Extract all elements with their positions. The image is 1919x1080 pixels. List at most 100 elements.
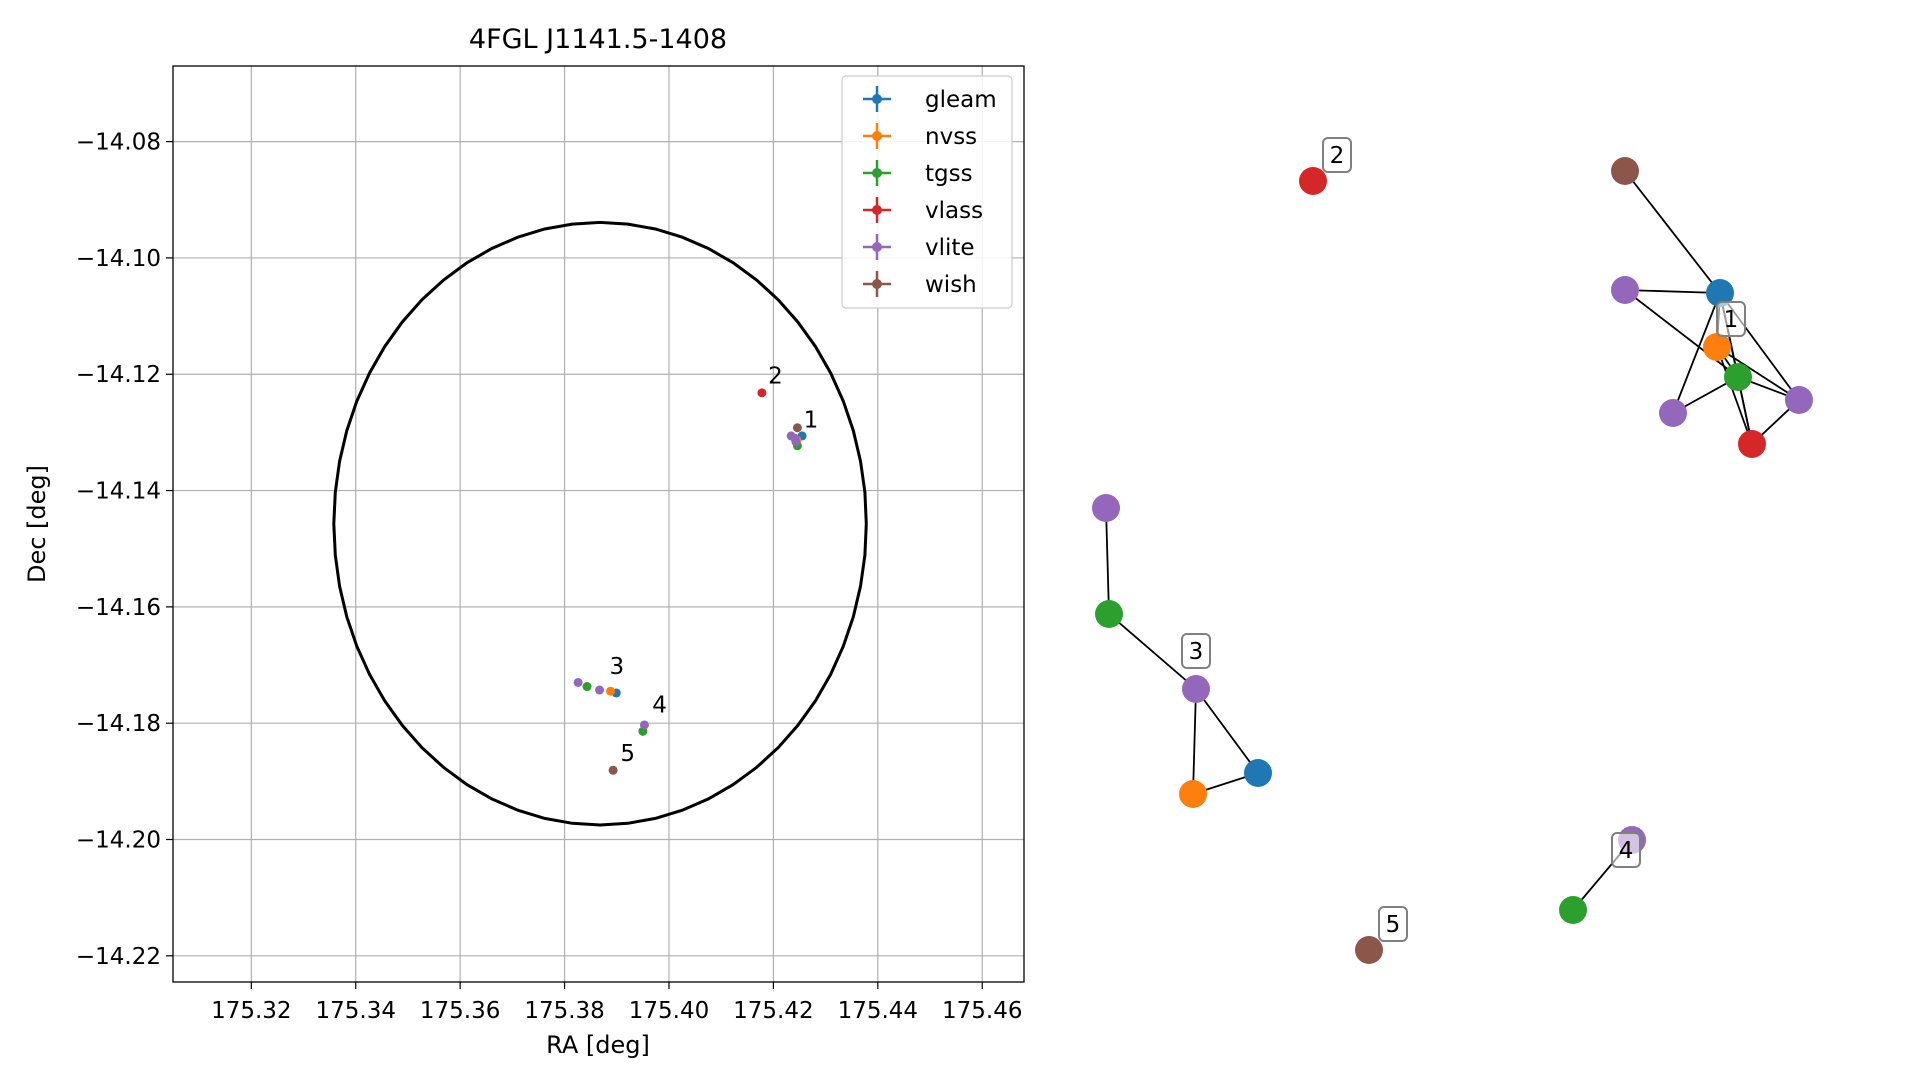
graph-edge: [1624, 289, 1739, 378]
graph-edge: [1672, 292, 1721, 414]
graph-node-vlass: [1299, 167, 1327, 195]
data-point-vlite: [639, 720, 649, 730]
data-point-wish: [608, 765, 618, 775]
point-annotation: 2: [768, 364, 783, 390]
legend-marker-wish: [872, 279, 882, 289]
graph-edge: [1716, 346, 1800, 401]
y-tick-label: −14.22: [76, 944, 161, 970]
legend-marker-nvss: [872, 131, 882, 141]
cluster-label: 4: [1611, 832, 1641, 868]
legend-box: [841, 75, 1013, 309]
graph-edge: [1108, 613, 1197, 690]
legend-marker-vlite: [872, 242, 882, 252]
graph-node-vlite: [1785, 386, 1813, 414]
cluster-label-text: 5: [1386, 912, 1401, 938]
legend-label: wish: [925, 272, 977, 298]
annotations: 12 3 45: [609, 364, 818, 767]
y-axis-ticks: −14.08 −14.10 −14.12 −14.14 −14.16 −14.18 −14.…: [76, 130, 173, 970]
y-tick-label: −14.12: [76, 362, 161, 388]
graph-edge: [1195, 688, 1259, 774]
localization-ellipse: [332, 220, 868, 827]
graph-node-wish: [1355, 936, 1383, 964]
cluster-label-text: 1: [1724, 307, 1739, 333]
graph-node-nvss: [1179, 780, 1207, 808]
y-axis-label: Dec [deg]: [23, 465, 51, 583]
cluster-label: 3: [1181, 633, 1211, 669]
graph-node-vlass: [1738, 430, 1766, 458]
x-tick-label: 175.44: [838, 998, 918, 1024]
cluster-label-text: 4: [1619, 838, 1634, 864]
cluster-label-box: [1611, 832, 1641, 868]
x-tick-label: 175.46: [942, 998, 1022, 1024]
cluster-label: 1: [1716, 301, 1746, 337]
cluster-label: 2: [1322, 137, 1352, 173]
legend-label: tgss: [925, 161, 973, 187]
cluster-label-box: [1322, 137, 1352, 173]
cluster-label-text: 3: [1189, 639, 1204, 665]
point-annotation: 4: [652, 693, 667, 719]
legend-marker-tgss: [872, 168, 882, 178]
chart-title: 4FGL J1141.5-1408: [469, 24, 727, 55]
data-point-vlite: [791, 437, 801, 447]
graph-node-gleam: [1244, 759, 1272, 787]
graph-node-vlite: [1659, 399, 1687, 427]
point-annotation: 3: [609, 654, 624, 680]
y-tick-label: −14.10: [76, 246, 161, 272]
legend: gleam nvss tgss vlass vlite wish: [841, 75, 1013, 309]
y-tick-label: −14.16: [76, 595, 161, 621]
data-point-vlite: [595, 685, 605, 695]
y-tick-label: −14.08: [76, 130, 161, 156]
data-point-wish: [792, 423, 802, 433]
point-annotation: 5: [620, 741, 635, 767]
cluster-label-box: [1378, 906, 1408, 942]
legend-label: nvss: [925, 124, 977, 150]
edges: [1105, 170, 1800, 911]
grid: [173, 66, 1024, 982]
graph-edge: [1716, 346, 1753, 445]
graph-node-tgss: [1724, 363, 1752, 391]
cluster-label-box: [1181, 633, 1211, 669]
legend-label: vlite: [925, 235, 975, 261]
y-tick-label: −14.18: [76, 711, 161, 737]
nodes: [1092, 157, 1813, 964]
graph-node-tgss: [1559, 896, 1587, 924]
data-point-nvss: [606, 686, 616, 696]
data-point-tgss: [582, 682, 592, 692]
data-point-vlite: [573, 677, 583, 687]
graph-edge: [1105, 507, 1110, 615]
network-graph: 1 2 3 4 5: [1092, 137, 1813, 964]
graph-edge: [1192, 688, 1197, 795]
ellipse: [332, 220, 868, 827]
legend-label: vlass: [925, 198, 983, 224]
points: [573, 388, 807, 775]
y-tick-label: −14.20: [76, 828, 161, 854]
legend-marker-vlass: [872, 205, 882, 215]
cluster-label-text: 2: [1330, 143, 1345, 169]
data-point-vlass: [757, 388, 767, 398]
graph-node-vlite: [1092, 494, 1120, 522]
x-tick-label: 175.36: [420, 998, 500, 1024]
graph-node-nvss: [1703, 333, 1731, 361]
graph-node-gleam: [1706, 279, 1734, 307]
y-tick-label: −14.14: [76, 479, 161, 505]
cluster-label: 5: [1378, 906, 1408, 942]
x-tick-label: 175.32: [211, 998, 291, 1024]
graph-node-tgss: [1095, 600, 1123, 628]
x-axis-ticks: 175.32 175.34 175.36 175.38 175.40 175.42 175.…: [211, 982, 1022, 1024]
graph-node-vlite: [1182, 675, 1210, 703]
x-tick-label: 175.34: [315, 998, 395, 1024]
x-tick-label: 175.40: [629, 998, 709, 1024]
legend-label: gleam: [925, 87, 997, 113]
legend-marker-gleam: [872, 94, 882, 104]
cluster-label-box: [1716, 301, 1746, 337]
graph-edge: [1624, 170, 1721, 294]
cluster-labels: 1 2 3 4 5: [1181, 137, 1746, 942]
point-annotation: 1: [804, 408, 819, 434]
plot-frame: [172, 65, 1025, 983]
x-axis-label: RA [deg]: [546, 1031, 650, 1059]
x-tick-label: 175.42: [733, 998, 813, 1024]
x-tick-label: 175.38: [524, 998, 604, 1024]
graph-node-wish: [1611, 157, 1639, 185]
